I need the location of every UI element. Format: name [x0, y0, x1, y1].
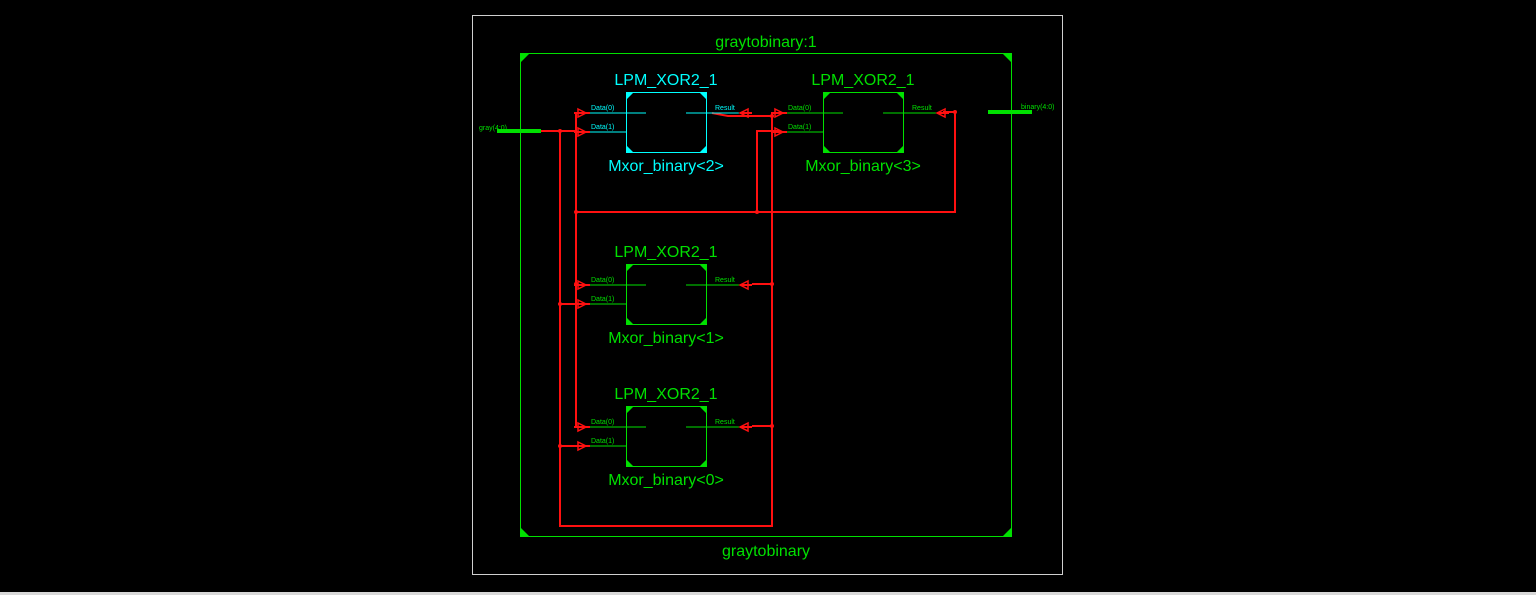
xor-block-b2[interactable]: LPM_XOR2_1 Mxor_binary<2> Data(0) Data(1) Re… — [574, 72, 752, 175]
block-instance-label: Mxor_binary<0> — [608, 472, 724, 489]
block-type-label: LPM_XOR2_1 — [811, 72, 914, 89]
pin-label-in0: Data(0) — [591, 277, 614, 284]
block-body — [823, 92, 904, 153]
pin-label-in1: Data(1) — [788, 124, 811, 131]
pin-label-out: Result — [715, 105, 735, 112]
block-type-label: LPM_XOR2_1 — [614, 386, 717, 403]
block-body — [626, 92, 707, 153]
input-port-label: gray(4:0) — [479, 125, 507, 132]
net-b2-result — [711, 112, 772, 117]
pin-label-in1: Data(1) — [591, 296, 614, 303]
input-port-gray[interactable]: gray(4:0) — [479, 125, 541, 133]
block-corner — [626, 459, 634, 467]
block-corner — [626, 92, 634, 100]
xor-block-b1[interactable]: LPM_XOR2_1 Mxor_binary<1> Data(0) Data(1) Re… — [574, 244, 752, 347]
block-corner — [699, 406, 707, 414]
block-body — [626, 406, 707, 467]
pin-label-in0: Data(0) — [788, 105, 811, 112]
module-graytobinary[interactable]: graytobinary:1 graytobinary — [520, 34, 1012, 560]
module-instance-label: graytobinary:1 — [715, 34, 816, 51]
block-corner — [823, 145, 831, 153]
pin-label-out: Result — [715, 419, 735, 426]
pin-label-out: Result — [912, 105, 932, 112]
block-corner — [896, 145, 904, 153]
block-type-label: LPM_XOR2_1 — [614, 72, 717, 89]
pin-label-in1: Data(1) — [591, 438, 614, 445]
block-type-label: LPM_XOR2_1 — [614, 244, 717, 261]
module-corner-tl — [520, 53, 530, 63]
output-port-binary[interactable]: binary(4:0) — [988, 104, 1054, 114]
block-body — [626, 264, 707, 325]
pin-label-out: Result — [715, 277, 735, 284]
module-corner-bl — [520, 527, 530, 537]
block-corner — [699, 264, 707, 272]
block-corner — [626, 317, 634, 325]
module-name-label: graytobinary — [722, 543, 810, 560]
block-corner — [699, 317, 707, 325]
block-corner — [626, 264, 634, 272]
module-corner-tr — [1002, 53, 1012, 63]
block-corner — [823, 92, 831, 100]
block-instance-label: Mxor_binary<1> — [608, 330, 724, 347]
block-instance-label: Mxor_binary<2> — [608, 158, 724, 175]
page-frame — [472, 15, 1063, 575]
block-corner — [896, 92, 904, 100]
block-corner — [699, 92, 707, 100]
xor-block-b0[interactable]: LPM_XOR2_1 Mxor_binary<0> Data(0) Data(1) Re… — [574, 386, 752, 489]
block-corner — [699, 459, 707, 467]
module-corner-br — [1002, 527, 1012, 537]
block-instance-label: Mxor_binary<3> — [805, 158, 921, 175]
xor-blocks: LPM_XOR2_1 Mxor_binary<2> Data(0) Data(1) Re… — [574, 72, 949, 489]
pin-label-in1: Data(1) — [591, 124, 614, 131]
block-corner — [626, 145, 634, 153]
xor-block-b3[interactable]: LPM_XOR2_1 Mxor_binary<3> Data(0) Data(1) Re… — [771, 72, 949, 175]
net-junctions — [558, 110, 957, 448]
block-corner — [699, 145, 707, 153]
pin-label-in0: Data(0) — [591, 105, 614, 112]
pin-label-in0: Data(0) — [591, 419, 614, 426]
module-border — [520, 53, 1012, 537]
block-corner — [626, 406, 634, 414]
output-port-label: binary(4:0) — [1021, 104, 1054, 111]
status-bar-edge — [0, 592, 1536, 595]
